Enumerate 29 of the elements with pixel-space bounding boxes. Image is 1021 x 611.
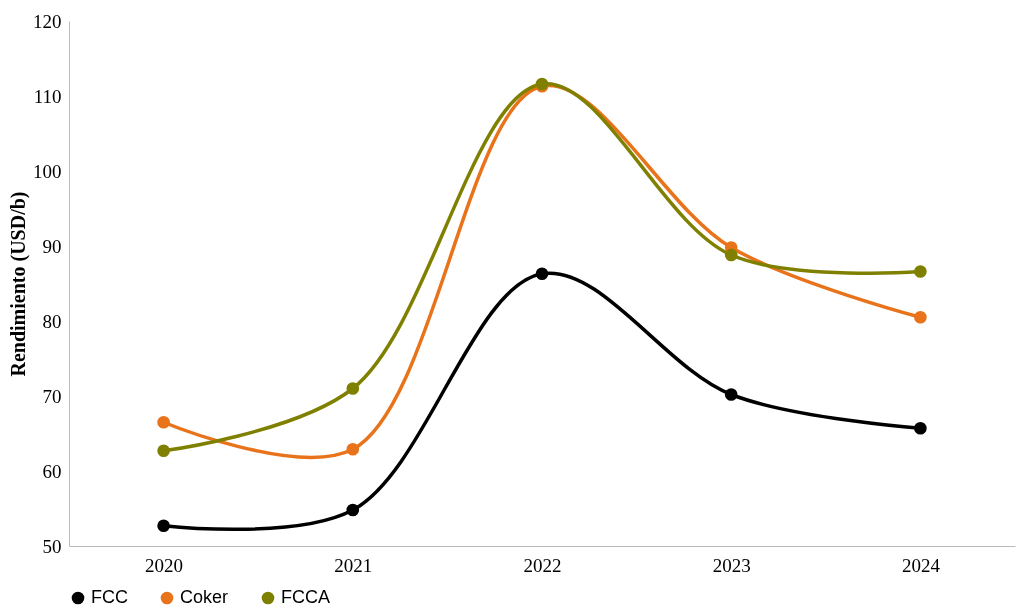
y-tick-label: 120	[33, 10, 62, 32]
x-tick-label: 2023	[712, 554, 751, 576]
y-tick-label: 110	[33, 85, 62, 107]
point	[724, 388, 738, 401]
y-tick-label: 100	[33, 160, 62, 182]
point	[346, 382, 360, 395]
x-tick-label: 2022	[523, 554, 562, 576]
x-tick-label: 2021	[334, 554, 373, 576]
y-tick-label: 80	[42, 310, 62, 332]
y-tick-label: 70	[42, 385, 62, 407]
x-tick-label: 2024	[901, 554, 941, 576]
legend-label: FCCA	[281, 587, 330, 607]
point	[157, 444, 170, 458]
point	[157, 415, 170, 429]
y-tick-label: 90	[42, 235, 62, 257]
point	[346, 442, 360, 456]
point	[914, 265, 927, 278]
point	[157, 519, 170, 533]
legend-label: FCC	[91, 587, 128, 607]
point	[535, 267, 549, 281]
y-tick-label: 60	[42, 460, 62, 482]
legend-label: Coker	[180, 587, 229, 607]
point	[914, 310, 927, 324]
point	[914, 421, 927, 435]
point	[724, 248, 738, 262]
point	[346, 503, 360, 517]
x-tick-label: 2020	[145, 554, 184, 576]
y-axis-title: Rendimiento (USD/b)	[7, 191, 30, 377]
y-tick-label: 50	[42, 535, 62, 557]
